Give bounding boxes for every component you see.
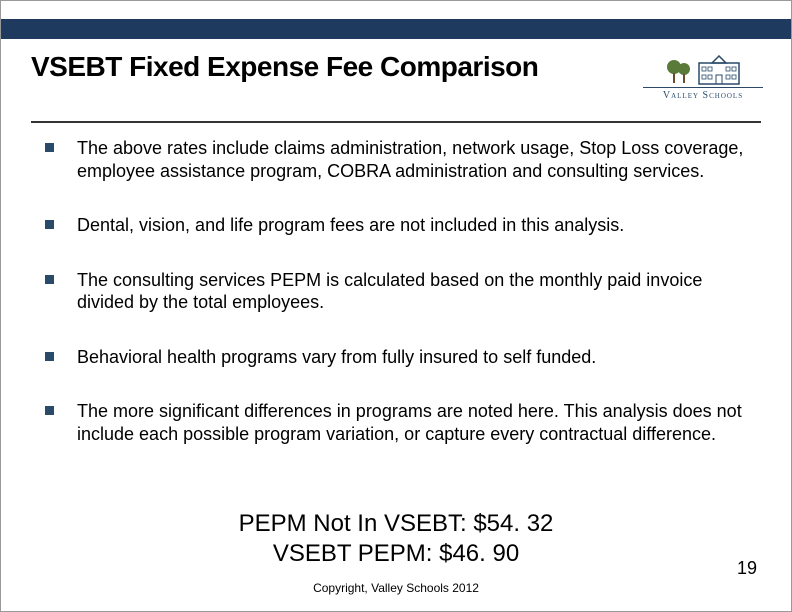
content-area: The above rates include claims administr… [41, 137, 751, 477]
pepm-line-2: VSEBT PEPM: $46. 90 [1, 539, 791, 569]
header-divider [31, 121, 761, 123]
copyright-text: Copyright, Valley Schools 2012 [1, 581, 791, 595]
list-item: Dental, vision, and life program fees ar… [41, 214, 751, 237]
page-number: 19 [737, 558, 757, 579]
list-item: The more significant differences in prog… [41, 400, 751, 445]
bullet-list: The above rates include claims administr… [41, 137, 751, 445]
top-accent-bar [1, 19, 791, 39]
pepm-summary: PEPM Not In VSEBT: $54. 32 VSEBT PEPM: $… [1, 509, 791, 569]
tree-icon [666, 57, 694, 85]
list-item: The above rates include claims administr… [41, 137, 751, 182]
pepm-line-1: PEPM Not In VSEBT: $54. 32 [1, 509, 791, 539]
list-item: The consulting services PEPM is calculat… [41, 269, 751, 314]
school-building-icon [698, 55, 740, 85]
slide: VSEBT Fixed Expense Fee Comparison [0, 0, 792, 612]
logo: Valley Schools [643, 55, 763, 101]
logo-graphic [643, 55, 763, 85]
slide-title: VSEBT Fixed Expense Fee Comparison [31, 51, 591, 83]
logo-text: Valley Schools [643, 87, 763, 101]
list-item: Behavioral health programs vary from ful… [41, 346, 751, 369]
